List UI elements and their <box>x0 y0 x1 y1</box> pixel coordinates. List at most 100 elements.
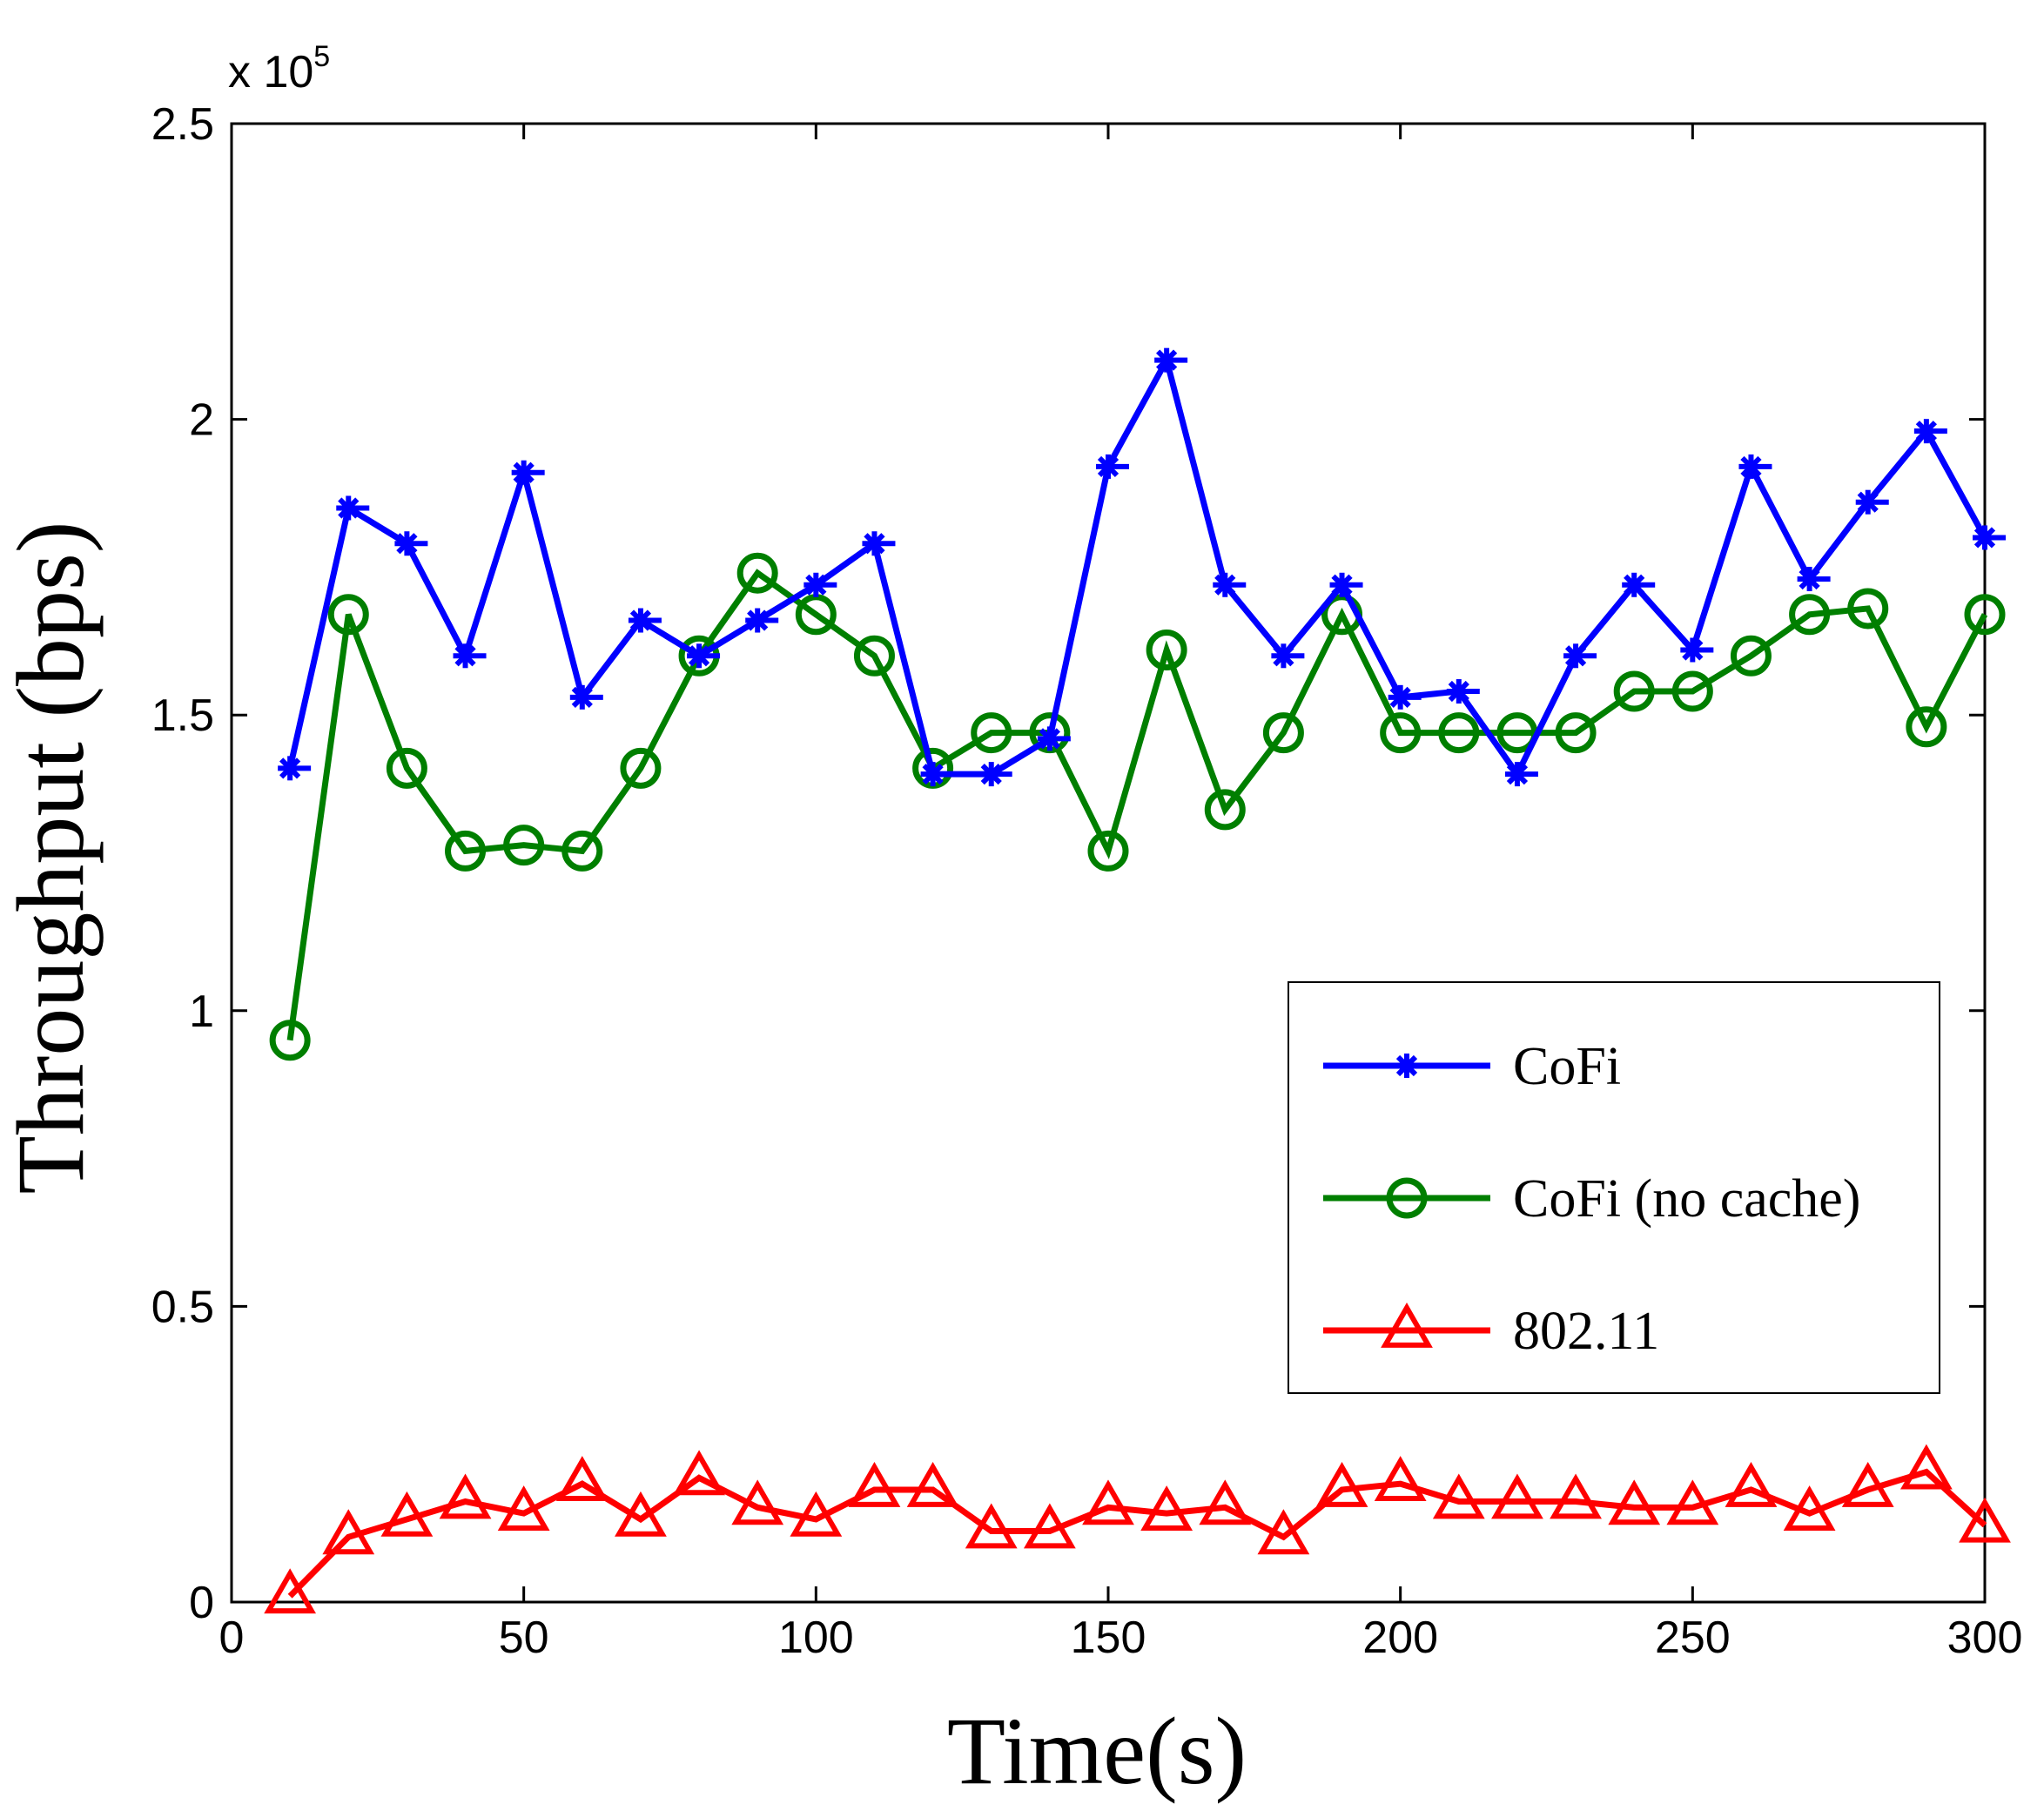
legend-entry: 802.11 <box>1323 1302 1659 1361</box>
y-tick-label: 2.5 <box>151 99 214 150</box>
legend-entry: CoFi (no cache) <box>1323 1169 1860 1229</box>
data-point <box>1789 594 1831 636</box>
data-point <box>1738 454 1772 479</box>
data-point <box>1491 1473 1543 1519</box>
data-point <box>336 495 370 521</box>
data-point <box>628 608 662 633</box>
data-point <box>790 1491 843 1537</box>
data-point <box>1725 1461 1778 1507</box>
data-point <box>394 531 428 556</box>
data-point <box>511 460 545 485</box>
legend-label: CoFi <box>1513 1037 1621 1096</box>
data-point <box>1964 594 2006 636</box>
x-axis-title: Time(s) <box>947 1698 1247 1804</box>
data-point <box>1671 670 1713 712</box>
data-point <box>555 1456 608 1502</box>
data-point <box>1199 1479 1252 1525</box>
data-point <box>1622 572 1656 597</box>
data-point <box>386 747 427 789</box>
data-point <box>503 825 545 866</box>
legend-label: 802.11 <box>1513 1302 1659 1361</box>
data-point <box>1608 1479 1661 1525</box>
series-0 <box>278 347 2006 787</box>
data-point <box>673 1450 725 1496</box>
data-point <box>561 830 603 872</box>
data-point <box>687 643 721 669</box>
series-2 <box>264 1444 2011 1614</box>
data-point <box>1140 1485 1193 1532</box>
data-point <box>278 756 312 781</box>
data-point <box>569 684 603 710</box>
x-tick-label: 50 <box>499 1613 549 1663</box>
data-point <box>1262 712 1304 754</box>
data-point <box>920 762 954 787</box>
y-tick-label: 1.5 <box>151 690 214 741</box>
data-point <box>264 1568 317 1614</box>
data-point <box>380 1491 434 1537</box>
data-point <box>965 1503 1018 1549</box>
data-point <box>906 1461 959 1507</box>
legend-marker <box>1381 1302 1433 1348</box>
x-tick-label: 200 <box>1362 1613 1438 1663</box>
data-point <box>1388 684 1422 710</box>
data-point <box>1666 1479 1719 1525</box>
data-point <box>853 635 895 677</box>
data-point <box>1374 1456 1427 1502</box>
data-point <box>1023 1503 1076 1549</box>
data-point <box>1906 706 1947 748</box>
series-line <box>286 352 1988 780</box>
data-point <box>322 1509 375 1555</box>
data-point <box>1973 525 2006 550</box>
data-point <box>1959 1497 2011 1543</box>
data-point <box>1037 726 1071 751</box>
data-point <box>439 1473 492 1519</box>
y-tick-label: 1 <box>189 986 214 1037</box>
data-point <box>848 1461 901 1507</box>
data-point <box>971 712 1012 754</box>
data-point <box>1855 489 1889 515</box>
data-point <box>1315 1461 1368 1507</box>
x-tick-label: 300 <box>1947 1613 2023 1663</box>
data-point <box>1783 1485 1836 1532</box>
y-exponent-base: x 10 <box>228 47 313 98</box>
data-point <box>1380 712 1422 754</box>
data-point <box>1257 1509 1310 1555</box>
y-exponent-power: 5 <box>313 40 330 73</box>
data-point <box>862 531 896 556</box>
series-line <box>286 569 1988 1041</box>
data-point <box>1613 670 1655 712</box>
y-axis-title: Throughput (bps) <box>0 522 104 1195</box>
data-point <box>1204 789 1246 831</box>
data-point <box>327 594 369 636</box>
x-tick-label: 150 <box>1071 1613 1146 1663</box>
data-point <box>1146 629 1187 670</box>
data-point <box>1087 830 1129 872</box>
data-point <box>1555 712 1597 754</box>
data-point <box>1913 419 1947 444</box>
data-point <box>615 1491 667 1537</box>
x-tick-label: 0 <box>219 1613 245 1663</box>
legend-entry: CoFi <box>1323 1037 1621 1096</box>
data-point <box>1847 588 1889 630</box>
data-point <box>1550 1473 1602 1519</box>
data-point <box>269 1020 311 1061</box>
data-point <box>1899 1444 1953 1490</box>
y-tick-label: 0.5 <box>151 1282 214 1332</box>
data-point <box>1213 572 1247 597</box>
data-point <box>1563 643 1597 669</box>
data-point <box>445 830 487 872</box>
data-point <box>1438 712 1480 754</box>
data-point <box>1154 347 1188 373</box>
data-point <box>1446 679 1480 704</box>
y-axis-exponent: x 105 <box>228 40 330 98</box>
data-point <box>978 762 1012 787</box>
data-point <box>497 1485 550 1532</box>
data-point <box>1797 566 1831 591</box>
data-point <box>1432 1473 1485 1519</box>
data-point <box>1680 637 1714 663</box>
data-point <box>620 747 662 789</box>
data-point <box>803 572 837 597</box>
data-point <box>1730 635 1772 677</box>
data-point <box>745 608 779 633</box>
